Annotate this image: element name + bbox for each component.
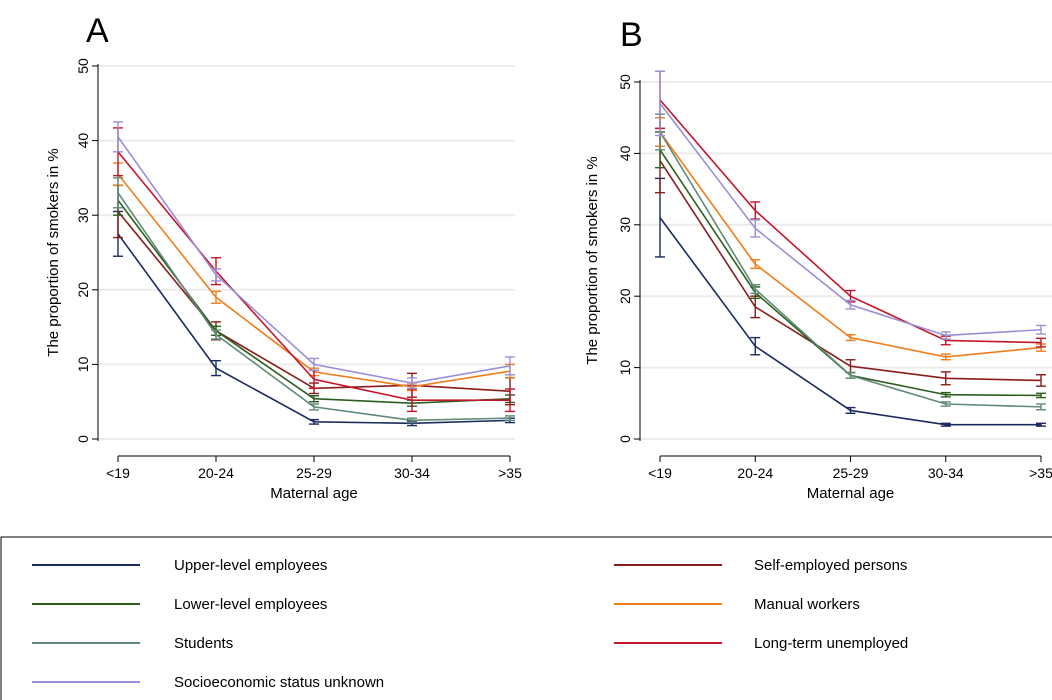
series-line (117, 173, 511, 388)
legend-label: Self-employed persons (754, 557, 907, 574)
legend: Upper-level employees Self-employed perso… (0, 536, 1052, 700)
series-line (659, 149, 1042, 397)
y-tick-label: 20 (75, 282, 91, 298)
y-tick-label: 50 (617, 74, 633, 90)
y-tick-label: 40 (75, 133, 91, 149)
series-line (117, 136, 511, 384)
y-tick-label: 10 (75, 356, 91, 372)
y-tick-label: 30 (75, 207, 91, 223)
x-tick-label: >35 (1029, 465, 1052, 481)
x-axis-title: Maternal age (807, 485, 895, 502)
legend-label: Students (174, 635, 233, 652)
legend-label: Long-term unemployed (754, 635, 908, 652)
series-line (659, 160, 1042, 382)
panel-a: A 0 10 20 30 40 50 The proportion of smokers in… (45, 12, 522, 502)
legend-label: Manual workers (754, 596, 860, 613)
x-axis-title: Maternal age (270, 485, 358, 502)
x-tick-label: 20-24 (737, 465, 773, 481)
x-tick-label: 30-34 (394, 465, 430, 481)
x-tick-label: <19 (648, 465, 672, 481)
y-tick-label: 40 (617, 145, 633, 161)
legend-label: Socioeconomic status unknown (174, 674, 384, 691)
y-tick-label: 0 (617, 435, 633, 443)
panel-label: B (620, 16, 643, 54)
series-line (117, 233, 511, 425)
x-tick-label: 25-29 (833, 465, 869, 481)
x-tick-label: <19 (106, 465, 130, 481)
x-tick-label: 25-29 (296, 465, 332, 481)
y-axis-title: The proportion of smokers in % (45, 148, 62, 356)
y-tick-label: 30 (617, 217, 633, 233)
y-tick-label: 50 (75, 58, 91, 74)
x-tick-label: 30-34 (928, 465, 964, 481)
panel-label: A (86, 12, 109, 50)
y-tick-label: 10 (617, 360, 633, 376)
legend-label: Upper-level employees (174, 557, 327, 574)
x-tick-label: >35 (498, 465, 522, 481)
y-tick-label: 0 (75, 435, 91, 443)
x-tick-label: 20-24 (198, 465, 234, 481)
y-tick-label: 20 (617, 288, 633, 304)
panel-b: B 0 10 20 30 40 50 The proportion of smokers in… (584, 16, 1052, 502)
y-axis-title: The proportion of smokers in % (584, 156, 601, 364)
legend-frame (0, 536, 1052, 700)
legend-label: Lower-level employees (174, 596, 327, 613)
